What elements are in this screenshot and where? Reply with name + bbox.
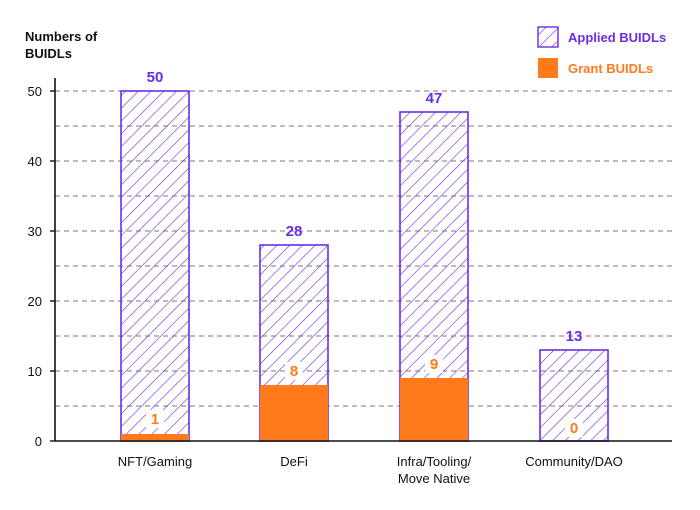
data-label-applied: 47 [426,90,443,107]
legend-label-applied: Applied BUIDLs [568,30,666,45]
x-tick-label: Infra/Tooling/ [397,454,472,469]
bar-grant [260,385,328,441]
bar-grant [400,378,468,441]
x-tick-label: Move Native [398,471,470,486]
y-axis-label-line-2: BUIDLs [25,46,72,61]
legend-swatch-applied [537,26,559,48]
data-label-applied: 28 [286,223,303,240]
x-tick-label: NFT/Gaming [118,454,192,469]
bars [120,90,609,442]
y-tick-label: 40 [28,154,42,169]
data-label-applied: 13 [566,328,583,345]
bar-grant [121,434,189,441]
y-tick-label: 20 [28,294,42,309]
legend-label-grant: Grant BUIDLs [568,61,653,76]
x-axis-ticks: NFT/Gaming DeFi Infra/Tooling/Move Native C… [118,454,623,486]
data-labels: 50 1 28 8 47 9 13 0 [146,69,583,437]
y-axis-ticks: 0 10 20 30 40 50 [28,84,55,449]
legend: Applied BUIDLs Grant BUIDLs [537,26,666,78]
data-label-grant: 0 [570,420,578,437]
data-label-bg [285,362,303,380]
y-axis-label-line-1: Numbers of [25,29,98,44]
data-label-grant: 1 [151,411,159,428]
y-tick-label: 30 [28,224,42,239]
y-tick-label: 50 [28,84,42,99]
data-label-applied: 50 [147,69,164,86]
bar-applied [120,90,190,442]
data-label-bg [425,355,443,373]
data-label-grant: 9 [430,356,438,373]
y-tick-label: 10 [28,364,42,379]
data-label-grant: 8 [290,363,298,380]
data-label-bg [146,410,164,428]
x-tick-label: Community/DAO [525,454,623,469]
y-axis-label: Numbers of BUIDLs [25,29,98,61]
data-label-bg [565,419,583,437]
legend-swatch-grant [538,58,558,78]
x-tick-label: DeFi [280,454,308,469]
y-tick-label: 0 [35,434,42,449]
